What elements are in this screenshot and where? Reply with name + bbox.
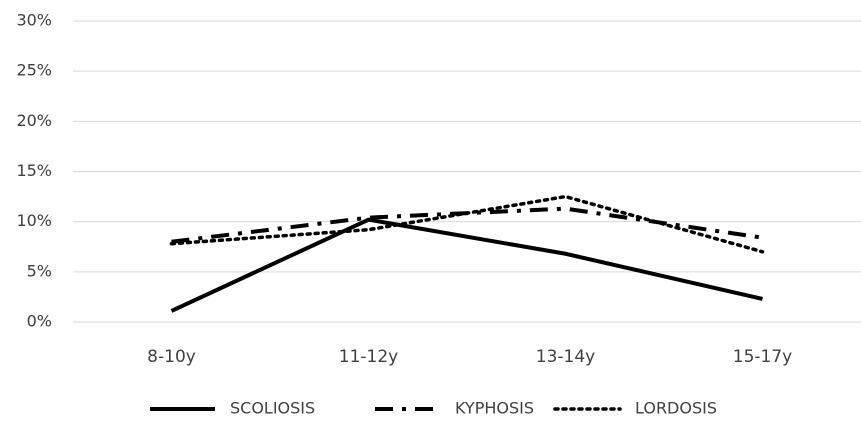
y-tick-label: 30% — [16, 11, 52, 30]
x-tick-label: 15-17y — [733, 347, 792, 367]
legend-label: LORDOSIS — [635, 399, 717, 418]
y-tick-label: 15% — [16, 161, 52, 180]
x-tick-label: 11-12y — [339, 347, 398, 367]
series-line — [169, 194, 765, 254]
y-tick-label: 10% — [16, 211, 52, 230]
y-tick-label: 25% — [16, 61, 52, 80]
legend-label: KYPHOSIS — [455, 399, 534, 418]
y-tick-label: 0% — [27, 312, 52, 331]
x-tick-label: 13-14y — [536, 347, 595, 367]
series-line — [170, 217, 763, 313]
legend-label: SCOLIOSIS — [230, 399, 315, 418]
x-tick-label: 8-10y — [147, 347, 196, 367]
y-tick-label: 5% — [27, 261, 52, 280]
y-tick-label: 20% — [16, 111, 52, 130]
